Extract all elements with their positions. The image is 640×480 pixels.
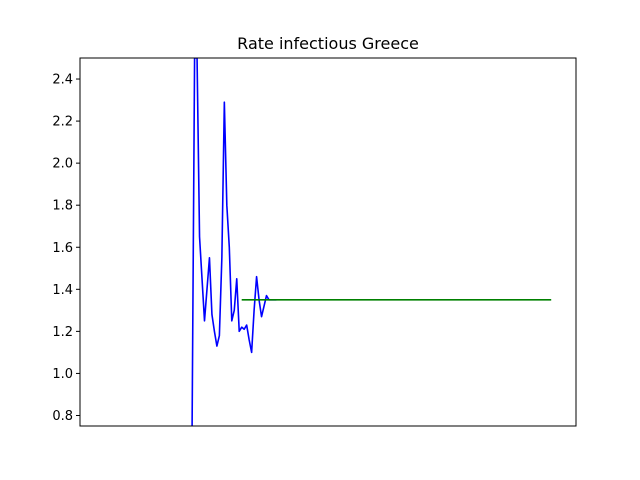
y-tick-label: 1.8 [52,199,73,214]
y-axis: 0.8 1.0 1.2 1.4 1.6 1.8 2.0 2.2 2.4 [52,73,80,424]
series-layer [191,58,552,426]
y-tick-label: 2.4 [52,73,73,88]
y-tick-label: 1.2 [52,325,73,340]
y-tick-label: 0.8 [52,409,73,424]
y-tick-label: 1.4 [52,283,73,298]
plot-frame [79,57,577,427]
y-tick-label: 1.0 [52,367,73,382]
chart-title: Rate infectious Greece [237,34,419,53]
y-tick-label: 2.0 [52,157,73,172]
plot-area [79,57,577,427]
y-tick-label: 1.6 [52,241,73,256]
series-line-1 [191,58,277,426]
y-tick-label: 2.2 [52,115,73,130]
